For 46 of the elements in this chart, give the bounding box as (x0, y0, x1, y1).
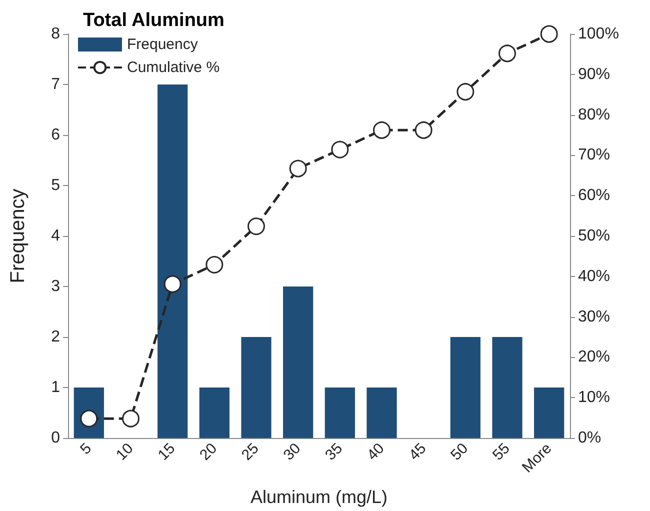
x-tick-label: 35 (322, 440, 346, 464)
y2-tick-label: 10% (578, 389, 610, 406)
bar (366, 388, 397, 438)
x-tick-label: 50 (448, 440, 472, 464)
bar (492, 337, 522, 438)
y-tick-label: 7 (51, 76, 60, 93)
y2-tick-label: 60% (578, 187, 610, 204)
bar (324, 388, 355, 438)
x-tick-label: 40 (364, 440, 388, 464)
y-tick-label: 8 (51, 26, 60, 42)
x-tick-label: 30 (280, 440, 304, 464)
x-tick-label: 5 (77, 440, 95, 458)
y2-tick-label: 0% (578, 430, 602, 446)
x-tick-label: 20 (196, 440, 220, 464)
point (164, 275, 182, 293)
x-tick-label: 45 (406, 440, 430, 464)
y-tick-label: 6 (51, 126, 60, 144)
y-tick-label: 4 (51, 228, 60, 244)
y2-tick-label: 50% (578, 228, 610, 244)
y2-tick-label: 100% (578, 26, 619, 42)
x-tick-label: 25 (238, 440, 262, 464)
x-tick-label: 15 (154, 440, 179, 464)
y-tick-label: 0 (51, 430, 60, 446)
x-tick-label: 55 (489, 440, 514, 464)
y-tick-label: 3 (51, 278, 60, 295)
legend-label: Cumulative % (127, 59, 220, 76)
y2-tick-label: 20% (578, 348, 610, 366)
y-tick-label: 1 (51, 379, 60, 396)
legend-label: Frequency (127, 36, 198, 53)
bar (158, 84, 188, 438)
x-axis-title: Aluminum (mg/L) (250, 487, 388, 507)
bar (283, 286, 314, 438)
chart-title: Total Aluminum (83, 10, 224, 31)
y-tick-label: 5 (51, 177, 60, 194)
y2-tick-label: 30% (578, 308, 610, 326)
y-axis-title: Frequency (7, 188, 29, 284)
y2-tick-label: 80% (578, 106, 610, 124)
bar (241, 337, 272, 438)
bar (199, 388, 230, 438)
y-tick-label: 2 (51, 328, 60, 346)
bar (534, 388, 564, 438)
x-tick-label: 10 (112, 440, 137, 464)
y2-tick-label: 90% (578, 66, 610, 83)
y2-tick-label: 40% (578, 268, 610, 285)
bar (450, 337, 480, 438)
y2-tick-label: 70% (578, 146, 610, 164)
